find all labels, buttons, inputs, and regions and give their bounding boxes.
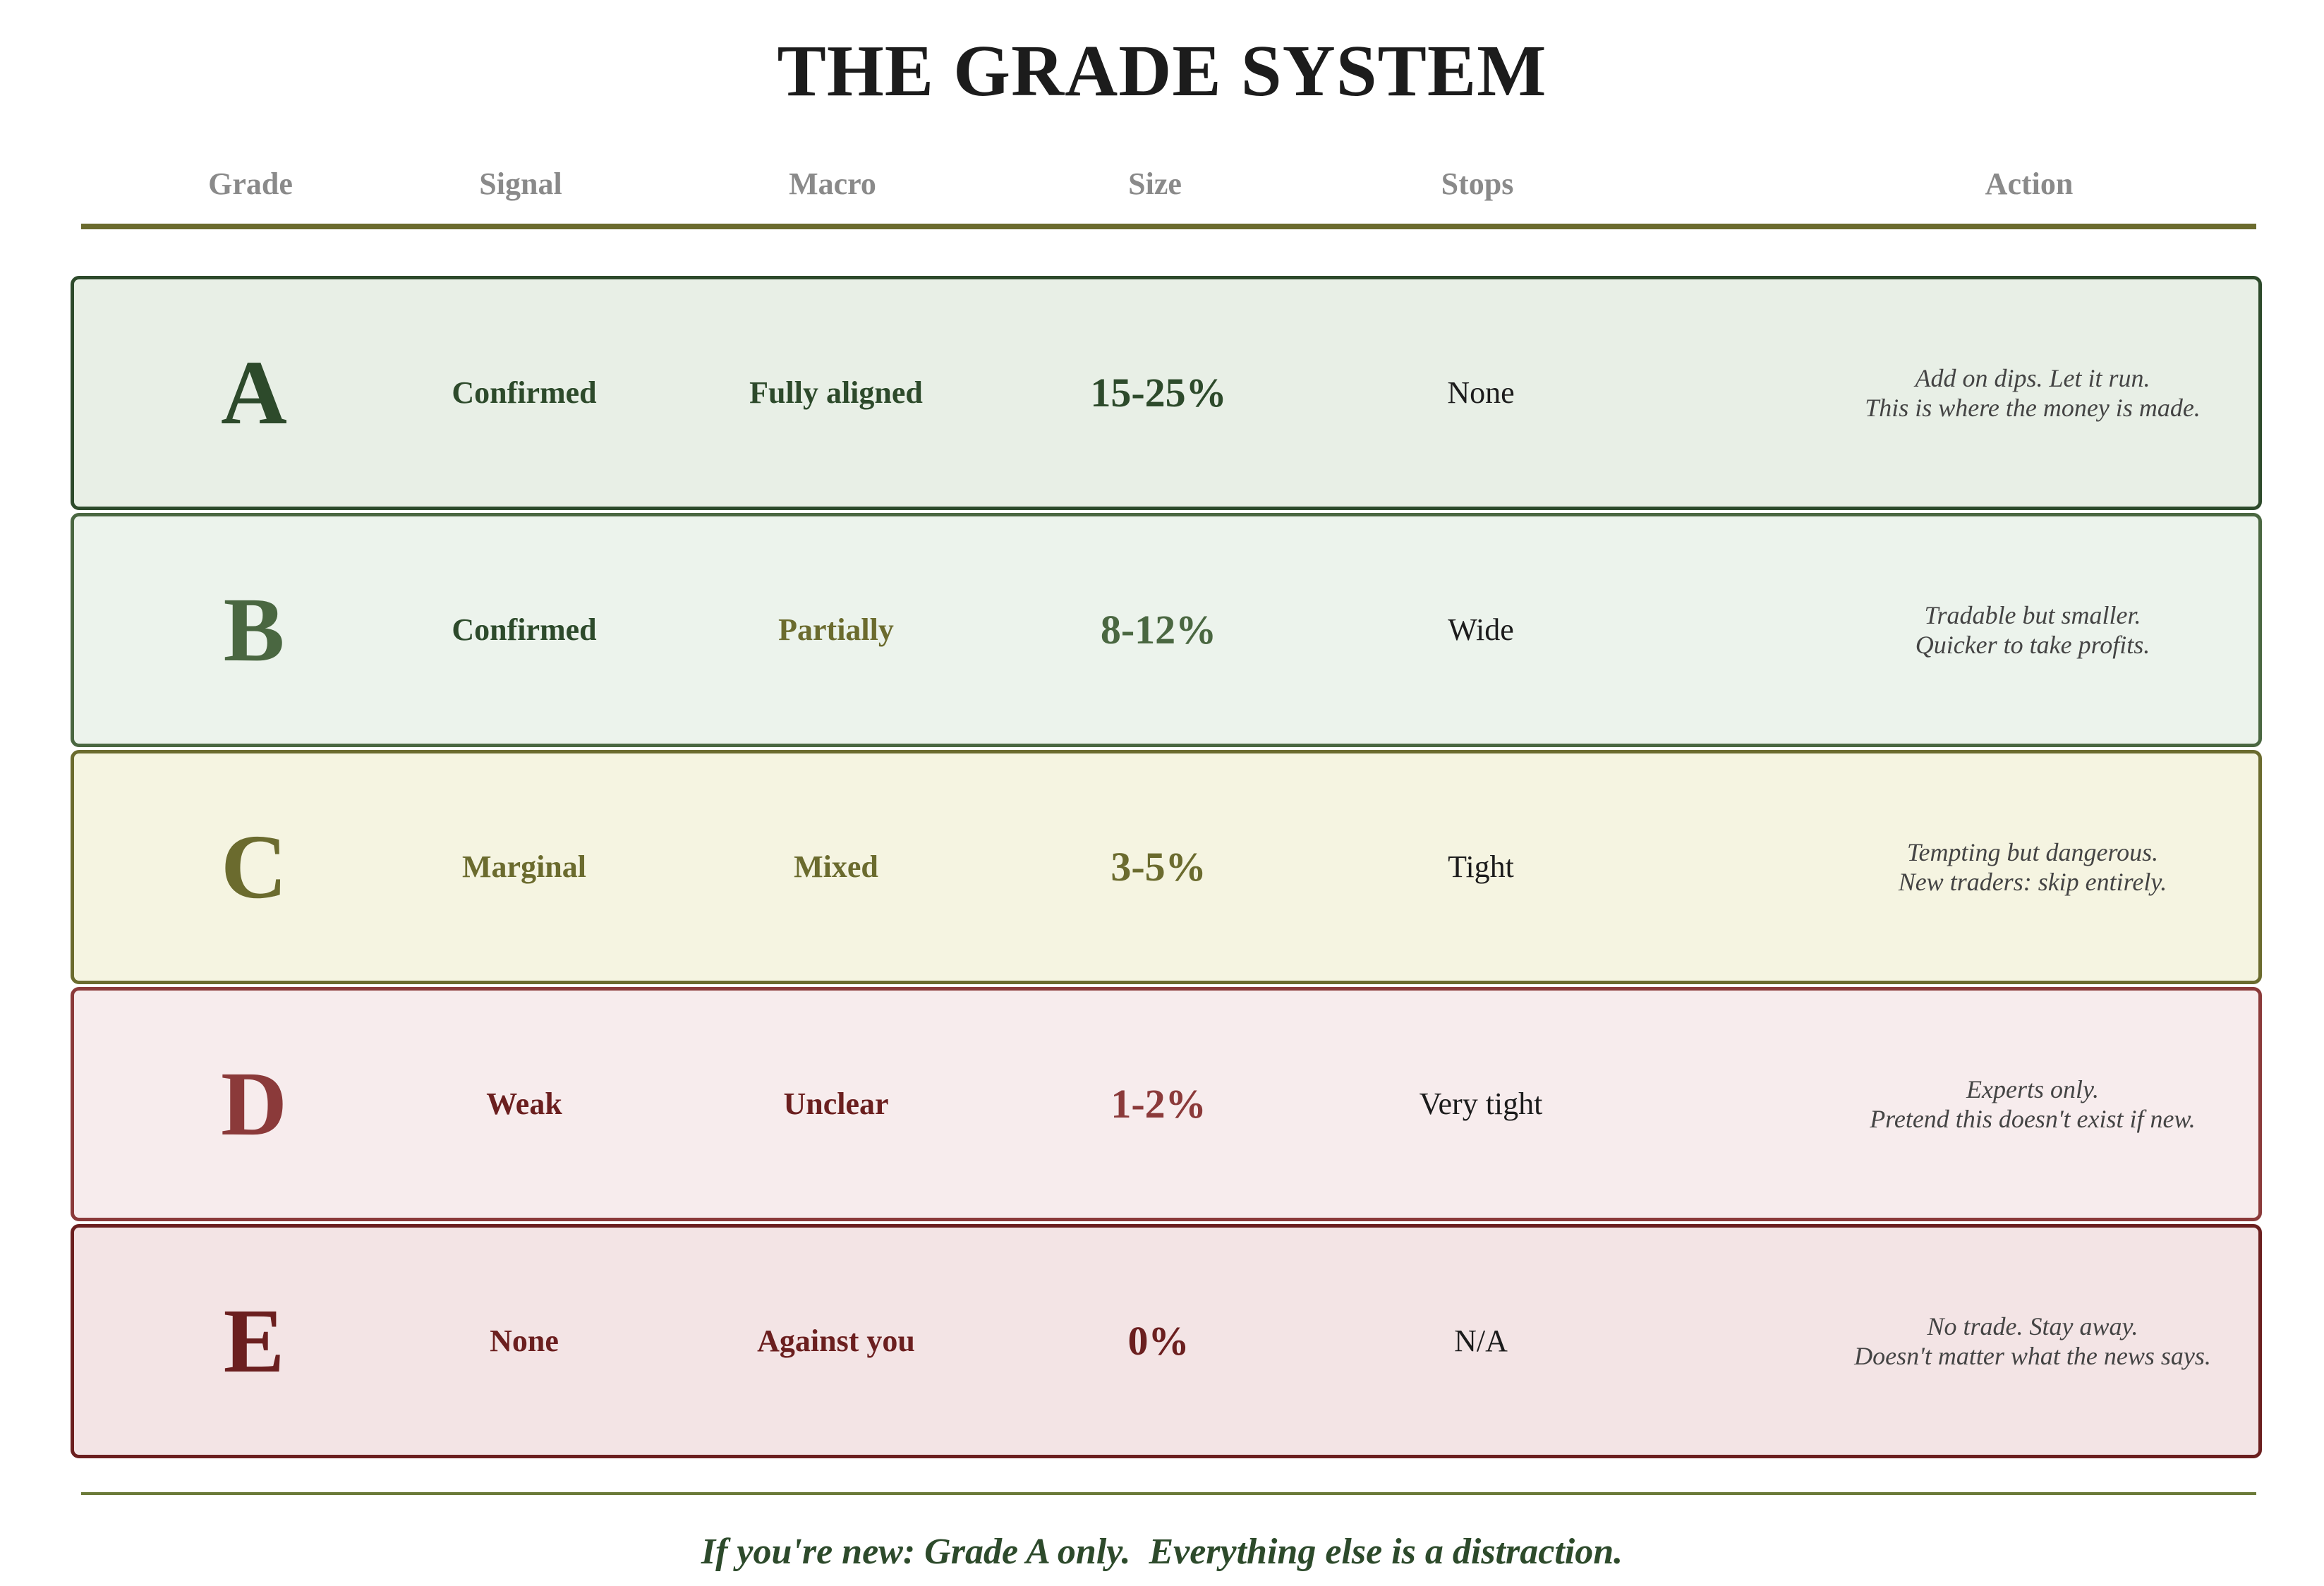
grade-row-e: E None Against you 0% N/A No trade. Stay…	[71, 1224, 2262, 1458]
grade-row-c: C Marginal Mixed 3-5% Tight Tempting but…	[71, 750, 2262, 984]
action-line-2: Pretend this doesn't exist if new.	[1870, 1105, 2196, 1133]
stops-value: Tight	[1448, 849, 1514, 884]
size-value: 3-5%	[1110, 844, 1206, 890]
action-line-2: New traders: skip entirely.	[1898, 868, 2167, 896]
action-line-1: Tradable but smaller.	[1924, 601, 2141, 629]
header-action: Action	[1985, 167, 2074, 201]
stops-value: N/A	[1454, 1324, 1508, 1358]
action-line-1: Add on dips. Let it run.	[1915, 364, 2150, 392]
grade-letter: C	[221, 816, 287, 918]
signal-value: Confirmed	[452, 375, 597, 410]
signal-value: Weak	[486, 1086, 562, 1121]
size-value: 15-25%	[1090, 370, 1227, 416]
footer-divider	[81, 1492, 2256, 1495]
macro-value: Fully aligned	[749, 375, 923, 410]
stops-value: Very tight	[1419, 1086, 1543, 1121]
macro-value: Mixed	[794, 849, 878, 884]
table-header: Grade Signal Macro Size Stops Action	[0, 159, 2324, 209]
action-line-1: Experts only.	[1966, 1075, 2099, 1103]
action-text: Tradable but smaller. Quicker to take pr…	[1916, 600, 2150, 660]
action-line-1: No trade. Stay away.	[1927, 1312, 2138, 1340]
stops-value: Wide	[1448, 612, 1514, 647]
grade-letter: A	[221, 342, 287, 444]
grade-row-d: D Weak Unclear 1-2% Very tight Experts o…	[71, 987, 2262, 1221]
macro-value: Against you	[757, 1324, 915, 1358]
header-signal: Signal	[479, 167, 562, 201]
grade-row-b: B Confirmed Partially 8-12% Wide Tradabl…	[71, 513, 2262, 747]
action-line-2: This is where the money is made.	[1865, 394, 2201, 422]
action-line-2: Doesn't matter what the news says.	[1854, 1342, 2211, 1370]
signal-value: None	[490, 1324, 559, 1358]
header-stops: Stops	[1441, 167, 1514, 201]
size-value: 8-12%	[1100, 607, 1217, 653]
page-title: THE GRADE SYSTEM	[777, 30, 1547, 111]
header-size: Size	[1128, 167, 1182, 201]
size-value: 0%	[1127, 1318, 1190, 1364]
action-text: Experts only. Pretend this doesn't exist…	[1870, 1075, 2196, 1134]
size-value: 1-2%	[1110, 1081, 1206, 1127]
macro-value: Unclear	[783, 1086, 889, 1121]
header-divider	[81, 224, 2256, 229]
action-text: No trade. Stay away. Doesn't matter what…	[1854, 1312, 2211, 1371]
grade-letter: B	[223, 579, 285, 681]
header-grade: Grade	[208, 167, 293, 201]
action-text: Add on dips. Let it run. This is where t…	[1865, 363, 2201, 423]
signal-value: Confirmed	[452, 612, 597, 647]
action-text: Tempting but dangerous. New traders: ski…	[1899, 837, 2167, 897]
grade-letter: E	[223, 1290, 285, 1392]
macro-value: Partially	[778, 612, 894, 647]
grade-row-a: A Confirmed Fully aligned 15-25% None Ad…	[71, 276, 2262, 510]
action-line-2: Quicker to take profits.	[1915, 631, 2150, 659]
action-line-1: Tempting but dangerous.	[1906, 838, 2159, 866]
footer-note: If you're new: Grade A only. Everything …	[701, 1532, 1623, 1572]
stops-value: None	[1447, 375, 1515, 410]
header-macro: Macro	[789, 167, 876, 201]
grade-letter: D	[221, 1053, 287, 1155]
signal-value: Marginal	[462, 849, 586, 884]
